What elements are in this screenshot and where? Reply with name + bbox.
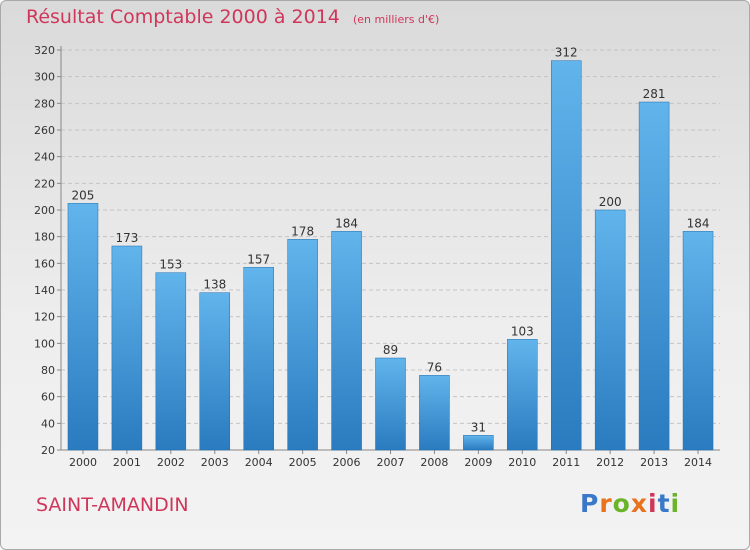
location-name: SAINT-AMANDIN bbox=[36, 494, 189, 516]
y-tick-label: 160 bbox=[34, 257, 55, 270]
logo-letter: i bbox=[670, 489, 681, 518]
bars bbox=[67, 60, 714, 451]
y-tick-label: 240 bbox=[34, 151, 55, 164]
y-tick-label: 40 bbox=[41, 417, 55, 430]
y-tick-label: 140 bbox=[34, 284, 55, 297]
data-label: 138 bbox=[203, 278, 226, 292]
x-tick-label: 2002 bbox=[157, 456, 185, 469]
bar bbox=[331, 231, 362, 451]
x-tick-label: 2004 bbox=[245, 456, 273, 469]
bar bbox=[550, 60, 582, 451]
data-label: 184 bbox=[687, 216, 710, 230]
x-tick-label: 2008 bbox=[420, 456, 448, 469]
logo-letter: x bbox=[630, 489, 648, 518]
data-label: 178 bbox=[291, 224, 314, 238]
data-label: 76 bbox=[427, 360, 442, 374]
y-tick-label: 260 bbox=[34, 124, 55, 137]
data-label: 89 bbox=[383, 343, 398, 357]
bar bbox=[507, 339, 538, 451]
y-tick-label: 280 bbox=[34, 97, 55, 110]
x-tick-label: 2005 bbox=[289, 456, 317, 469]
data-label: 153 bbox=[159, 258, 182, 272]
y-tick-label: 220 bbox=[34, 177, 55, 190]
logo-letter: P bbox=[580, 489, 600, 518]
x-tick-label: 2010 bbox=[508, 456, 536, 469]
logo-letter: o bbox=[612, 489, 631, 518]
data-label: 312 bbox=[555, 46, 578, 60]
x-tick-label: 2007 bbox=[377, 456, 405, 469]
bar bbox=[111, 245, 143, 451]
x-tick-label: 2003 bbox=[201, 456, 229, 469]
axes: 20 40 60 80 100 120 140 160 180 200 220 240 260 280 30… bbox=[34, 44, 720, 457]
y-tick-label: 320 bbox=[34, 44, 55, 57]
logo-letter: i bbox=[648, 489, 658, 518]
data-label: 31 bbox=[471, 420, 486, 434]
logo-letter: t bbox=[657, 489, 671, 518]
logo-letter: r bbox=[599, 489, 613, 518]
chart-title: Résultat Comptable 2000 à 2014 bbox=[26, 6, 340, 28]
y-tick-label: 180 bbox=[34, 231, 55, 244]
y-tick-label: 300 bbox=[34, 71, 55, 84]
x-tick-label: 2009 bbox=[464, 456, 492, 469]
unit-note: (en milliers d'€) bbox=[352, 13, 440, 26]
bar bbox=[638, 101, 670, 451]
proxiti-logo[interactable]: Proxiti bbox=[580, 489, 680, 518]
y-tick-label: 80 bbox=[41, 364, 55, 377]
x-tick-label: 2001 bbox=[113, 456, 141, 469]
y-tick-label: 100 bbox=[34, 337, 55, 350]
x-tick-label: 2006 bbox=[333, 456, 361, 469]
data-label: 184 bbox=[335, 216, 358, 230]
x-tick-label: 2014 bbox=[684, 456, 712, 469]
bar bbox=[682, 231, 714, 451]
data-label: 200 bbox=[599, 195, 622, 209]
data-label: 173 bbox=[115, 231, 138, 245]
labels: 205 2000 173 2001 153 2002 138 2003 157 2004 178 20… bbox=[69, 46, 712, 469]
bar bbox=[419, 375, 450, 451]
bar bbox=[155, 272, 187, 451]
x-tick-label: 2011 bbox=[552, 456, 580, 469]
x-tick-label: 2000 bbox=[69, 456, 97, 469]
data-label: 205 bbox=[72, 188, 95, 202]
title-block: Résultat Comptable 2000 à 2014 (en milli… bbox=[26, 6, 439, 28]
data-label: 281 bbox=[643, 87, 666, 101]
x-tick-label: 2012 bbox=[596, 456, 624, 469]
bar bbox=[594, 209, 626, 451]
y-tick-label: 20 bbox=[41, 444, 55, 457]
y-tick-label: 200 bbox=[34, 204, 55, 217]
y-tick-label: 60 bbox=[41, 391, 55, 404]
bar bbox=[199, 292, 231, 451]
bar bbox=[287, 239, 318, 451]
data-label: 157 bbox=[247, 252, 270, 266]
y-tick-label: 120 bbox=[34, 311, 55, 324]
bar bbox=[67, 203, 99, 451]
bar bbox=[463, 435, 494, 451]
bar bbox=[243, 267, 274, 451]
x-tick-label: 2013 bbox=[640, 456, 668, 469]
data-label: 103 bbox=[511, 324, 534, 338]
bar bbox=[375, 357, 406, 451]
